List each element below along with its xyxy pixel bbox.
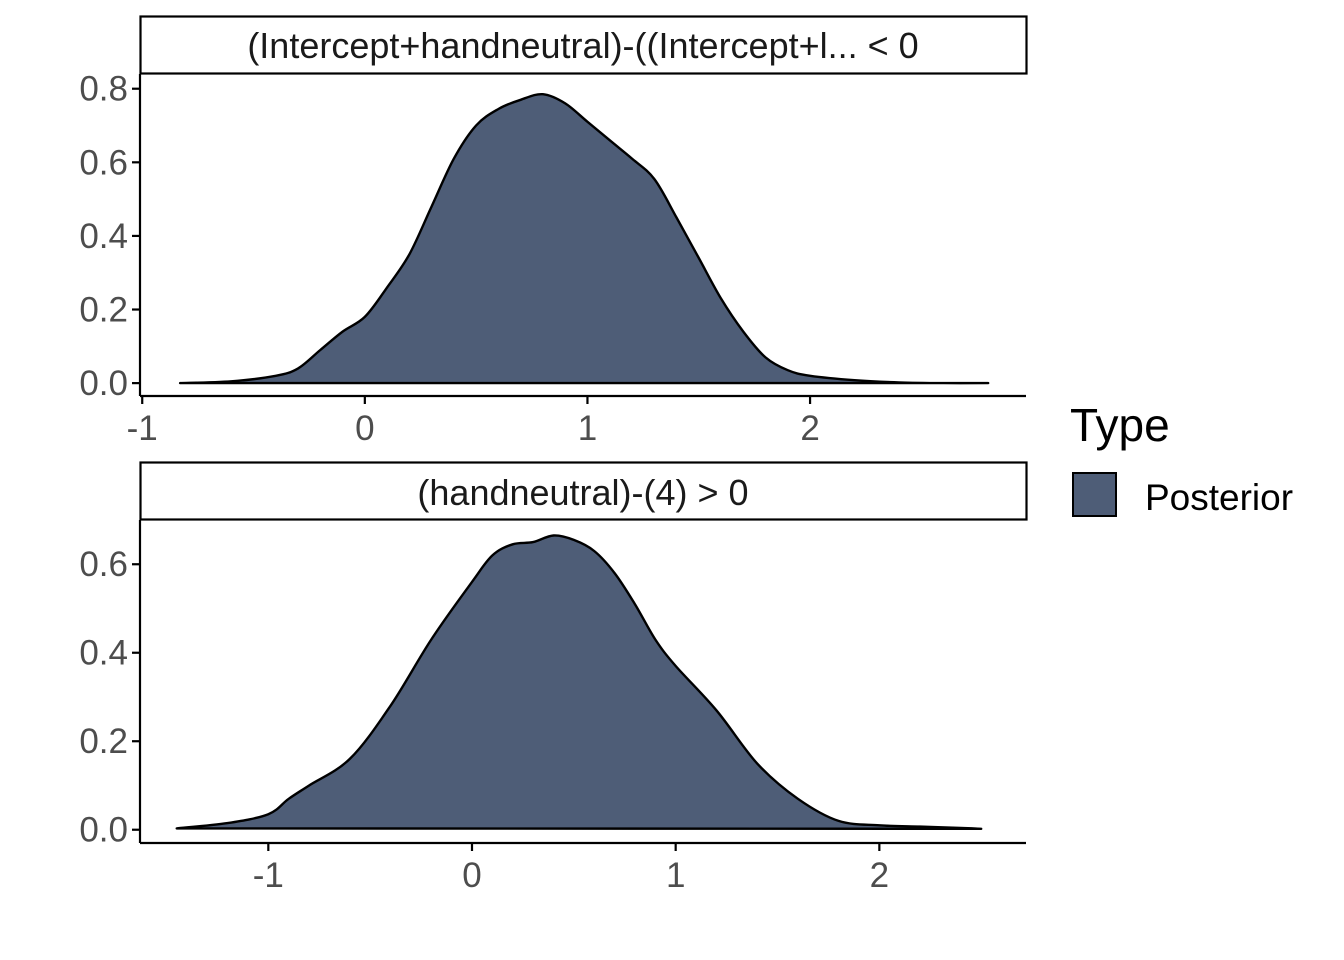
y-tick-label-2-0: 0.0 [79, 811, 128, 850]
y-tick-label-2-1: 0.2 [79, 722, 128, 761]
x-tick-label-2-1: 0 [462, 856, 481, 895]
y-tick-label-1-4: 0.8 [79, 70, 128, 109]
x-tick-label-2-0: -1 [253, 856, 284, 895]
strip-title-1: (Intercept+handneutral)-((Intercept+l...… [247, 25, 918, 66]
density-area-1-1 [178, 92, 990, 385]
y-tick-label-1-1: 0.2 [79, 291, 128, 330]
x-tick-label-1-0: -1 [127, 409, 158, 448]
y-tick-label-1-2: 0.4 [79, 217, 128, 256]
x-tick-label-2-3: 2 [870, 856, 889, 895]
strip-box-1 [139, 15, 1028, 75]
strip-box-2 [139, 461, 1028, 521]
legend-title: Type [1070, 399, 1170, 451]
x-tick-label-1-3: 2 [800, 409, 819, 448]
legend: Type Posterior [1070, 399, 1293, 518]
y-tick-label-2-2: 0.4 [79, 634, 128, 673]
legend-label-posterior: Posterior [1145, 477, 1293, 518]
y-tick-label-2-3: 0.6 [79, 545, 128, 584]
x-tick-label-1-1: 0 [355, 409, 374, 448]
axes-1: 0.0 0.2 0.4 0.6 0.8 -1 0 1 2 [79, 70, 1026, 448]
y-tick-label-1-3: 0.6 [79, 143, 128, 182]
axes-2: 0.0 0.2 0.4 0.6 -1 0 1 2 [79, 520, 1026, 895]
panel-2: (handneutral)-(4) > 0 0.0 0.2 0.4 0.6 -1 0 1 2 [79, 461, 1028, 895]
density-layer-2 [175, 534, 983, 830]
density-layer-1 [178, 92, 990, 385]
panel-1: (Intercept+handneutral)-((Intercept+l...… [79, 15, 1028, 448]
x-tick-label-2-2: 1 [666, 856, 685, 895]
legend-key-posterior [1072, 472, 1117, 517]
density-area-2-1 [175, 534, 983, 830]
y-tick-label-1-0: 0.0 [79, 364, 128, 403]
strip-title-2: (handneutral)-(4) > 0 [417, 472, 748, 513]
x-tick-label-1-2: 1 [578, 409, 597, 448]
